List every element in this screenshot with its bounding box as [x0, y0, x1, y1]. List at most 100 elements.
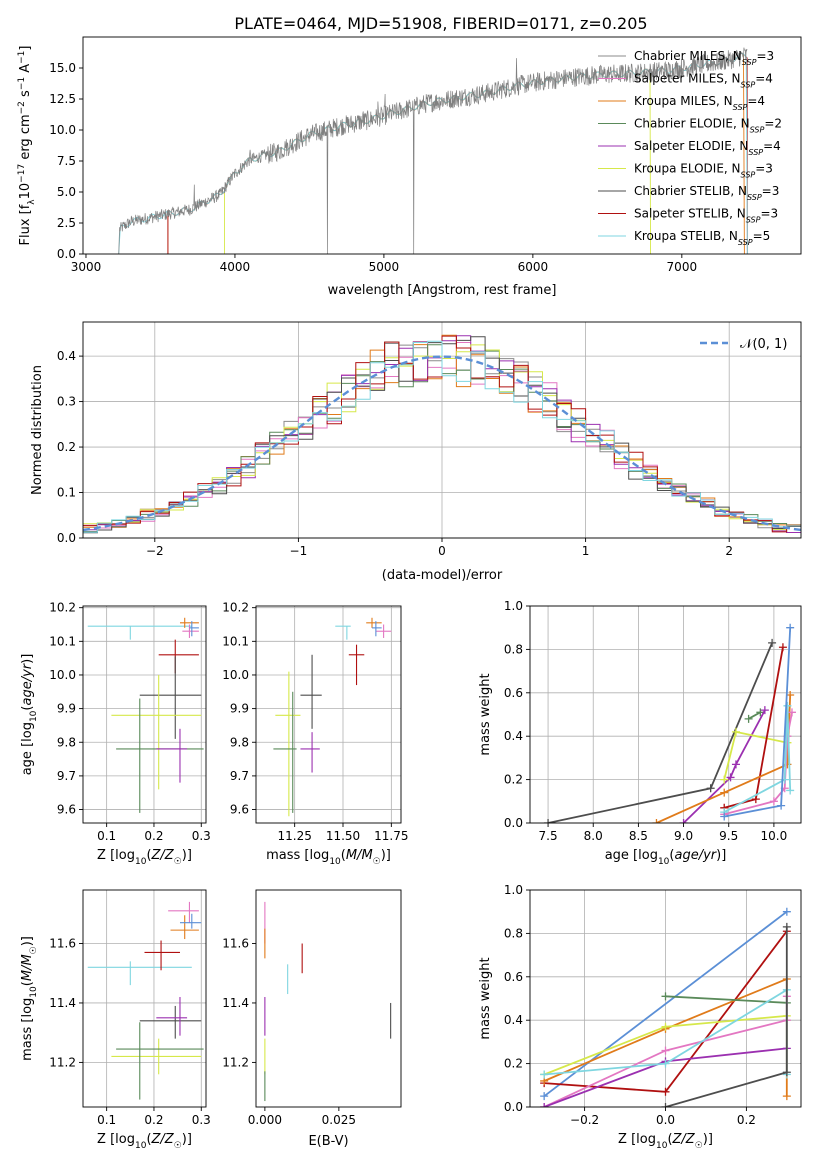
x-tick-label: 0 — [438, 544, 446, 558]
error-bar-point — [275, 671, 301, 817]
y-tick-label: 5.0 — [57, 185, 76, 199]
y-tick-label: 9.6 — [230, 803, 249, 817]
x-tick-label: 0.1 — [97, 1113, 116, 1127]
x-axis-label: mass [log10(M/M☉)] — [266, 848, 391, 867]
y-tick-label: 2.5 — [57, 216, 76, 230]
legend-label-tail: =3 — [756, 49, 774, 63]
error-bar-point — [179, 913, 202, 929]
x-tick-label: 0.025 — [322, 1113, 356, 1127]
error-bar-point — [156, 728, 188, 783]
y-tick-label: 10.0 — [49, 123, 76, 137]
label-part: ☉ — [174, 1141, 182, 1151]
legend-label-sub: SSP — [746, 215, 761, 224]
legend-label: Salpeter STELIB, NSSP=3 — [634, 207, 778, 225]
legend-label: Kroupa MILES, NSSP=4 — [634, 94, 765, 112]
x-axis-label: wavelength [Angstrom, rest frame] — [328, 283, 557, 298]
x-tick-label: 10.0 — [761, 829, 788, 843]
label-part: 10 — [329, 857, 341, 867]
weight-marker — [706, 784, 715, 793]
legend-label: Kroupa STELIB, NSSP=5 — [634, 229, 770, 247]
weight-marker — [661, 1059, 670, 1068]
observed-spectrum-line — [118, 47, 748, 254]
y-tick-label: 12.5 — [49, 92, 76, 106]
weight-series-line — [748, 711, 761, 720]
legend-label-sub: SSP — [750, 125, 765, 134]
label-part: ( — [146, 1132, 151, 1147]
weight-marker — [540, 1103, 549, 1107]
weight-marker — [720, 775, 729, 784]
plot-area — [544, 623, 796, 823]
weight-marker — [720, 788, 729, 797]
legend-label-tail: =2 — [764, 117, 782, 131]
x-tick-label: −2 — [146, 544, 164, 558]
y-tick-label: 9.7 — [57, 769, 76, 783]
legend: 𝒩(0, 1) — [700, 337, 787, 352]
y-tick-label: 1.0 — [504, 883, 523, 897]
y-tick-label: 0.2 — [504, 773, 523, 787]
error-bar-point — [189, 621, 199, 637]
legend-label-tail: =4 — [755, 72, 773, 86]
weight-marker — [782, 1068, 791, 1077]
x-tick-label: −0.2 — [570, 1113, 599, 1127]
x-tick-label: −1 — [290, 544, 308, 558]
label-part: Z/Z — [672, 1132, 696, 1147]
weight-vs-age-panel: 7.5 8.0 8.5 9.0 9.5 10.0 0.0 0.2 0.4 0.6 0.8 1.0 mas… — [478, 599, 802, 867]
mass-vs-extinction-panel: 0.000 0.025 11.2 11.4 11.6 E(B-V) — [222, 889, 402, 1149]
label-part: 10 — [656, 1141, 668, 1151]
legend-label: Chabrier ELODIE, NSSP=2 — [634, 117, 782, 135]
label-part: mass [log — [266, 848, 329, 863]
y-axis-label: Normed distribution — [30, 365, 45, 495]
legend-label-sub: SSP — [748, 148, 763, 157]
y-tick-label: 11.4 — [222, 996, 249, 1010]
label-part: )] — [182, 1132, 192, 1147]
weight-marker — [540, 1092, 549, 1101]
label-part: 10 — [29, 986, 39, 998]
y-tick-label: 0.2 — [504, 1057, 523, 1071]
x-tick-label: 0.3 — [192, 829, 211, 843]
label-part: λ — [27, 199, 37, 205]
label-part: −2 — [17, 101, 27, 114]
legend-label-sub: SSP — [747, 193, 762, 202]
label-part: Z [log — [97, 848, 135, 863]
label-part: )] — [20, 936, 35, 946]
legend-label-tail: =4 — [763, 139, 781, 153]
x-axis-label: Z [log10(Z/Z☉)] — [618, 1132, 713, 1151]
label-part: A — [18, 64, 33, 77]
label-part: ( — [146, 848, 151, 863]
y-axis-label: mass weight — [478, 673, 493, 755]
legend-label-text: Salpeter ELODIE, N — [634, 139, 748, 153]
residual-histogram-panel: −2 −1 0 1 2 0.0 0.1 0.2 0.3 0.4 (data-model)/error… — [30, 321, 802, 583]
y-tick-label: 0.0 — [504, 1100, 523, 1114]
label-part: ☉ — [174, 857, 182, 867]
x-tick-label: 5000 — [369, 260, 400, 274]
label-part: ( — [20, 706, 35, 711]
x-tick-label: 4000 — [220, 260, 251, 274]
weight-marker — [744, 714, 753, 723]
weight-marker — [783, 701, 792, 710]
plot-area — [83, 334, 801, 534]
x-tick-label: 9.0 — [674, 829, 693, 843]
y-tick-label: 0.4 — [57, 349, 76, 363]
y-tick-label: 0.8 — [504, 926, 523, 940]
axes-frame — [82, 605, 207, 824]
plot-area — [540, 907, 791, 1107]
legend-label: 𝒩(0, 1) — [740, 337, 787, 352]
y-tick-label: 0.3 — [57, 395, 76, 409]
weight-marker — [731, 760, 740, 769]
label-part: age/yr — [20, 662, 35, 705]
legend-label: Kroupa ELODIE, NSSP=3 — [634, 162, 773, 180]
y-tick-label: 15.0 — [49, 61, 76, 75]
error-bar-point — [366, 617, 382, 628]
legend-label-sub: SSP — [741, 170, 756, 179]
label-part: mass [log — [20, 998, 35, 1061]
y-tick-label: 9.9 — [230, 702, 249, 716]
legend-label-text: Kroupa STELIB, N — [634, 229, 738, 243]
error-bar-point — [87, 625, 192, 640]
label-part: ] — [18, 46, 33, 51]
y-tick-label: 0.0 — [57, 247, 76, 261]
plot-area — [87, 617, 204, 813]
y-tick-label: 9.9 — [57, 702, 76, 716]
legend-label: Chabrier MILES, NSSP=3 — [634, 49, 774, 67]
weight-vs-metallicity-panel: −0.2 0.0 0.2 0.0 0.2 0.4 0.6 0.8 1.0 mass weight Z… — [478, 883, 802, 1151]
